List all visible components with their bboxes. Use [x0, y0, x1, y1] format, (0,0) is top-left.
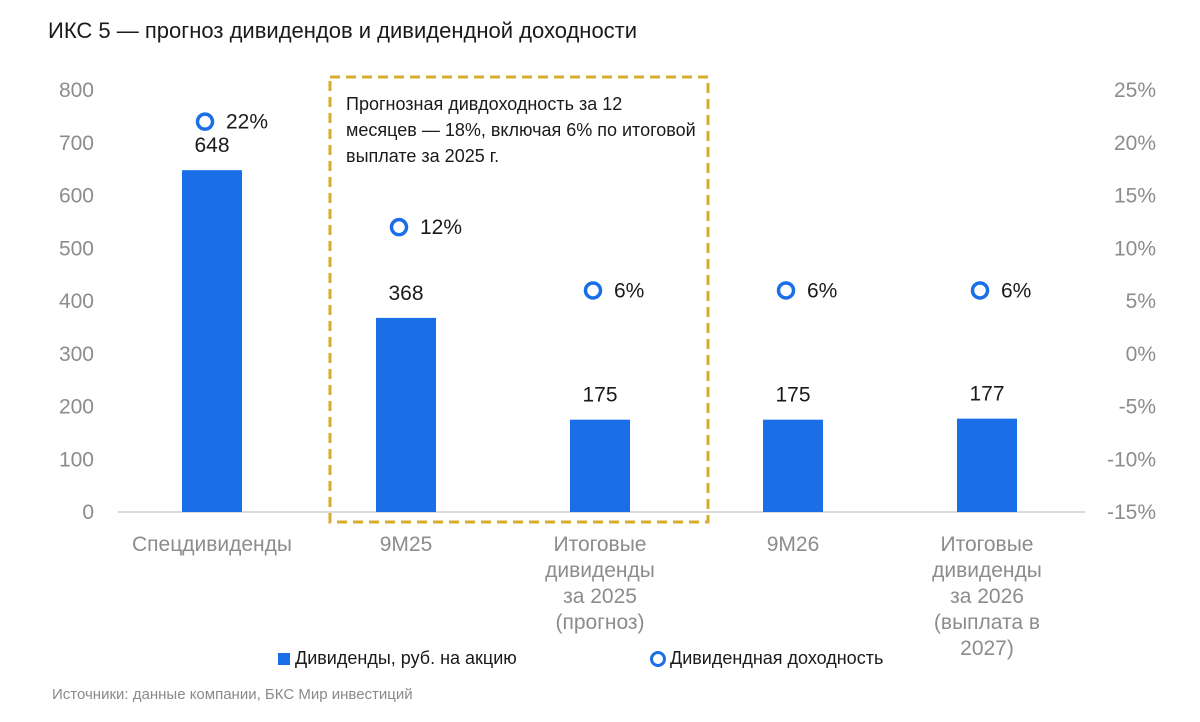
bar-dividend — [376, 317, 436, 512]
legend-label-yield: Дивидендная доходность — [670, 648, 884, 668]
category-label: Спецдивиденды — [132, 533, 292, 556]
yield-value-label: 22% — [226, 111, 268, 134]
forecast-highlight-box — [328, 75, 710, 524]
y-tick-right: -10% — [1107, 448, 1156, 471]
y-tick-left: 200 — [59, 396, 94, 419]
bar-value-label: 648 — [194, 134, 229, 157]
legend-ring-swatch — [650, 650, 666, 667]
source-note: Источники: данные компании, БКС Мир инве… — [52, 686, 413, 703]
y-tick-right: 25% — [1114, 79, 1156, 102]
category-label: 9M25 — [380, 533, 433, 556]
y-tick-left: 0 — [82, 501, 94, 524]
y-tick-right: 15% — [1114, 185, 1156, 208]
y-tick-left: 400 — [59, 290, 94, 313]
y-tick-left: 600 — [59, 185, 94, 208]
y-tick-left: 500 — [59, 237, 94, 260]
legend-item-yield: Дивидендная доходность — [650, 648, 883, 669]
y-tick-left: 300 — [59, 343, 94, 366]
category-label: Итоговые дивиденды за 2026 (выплата в 2027) — [932, 533, 1042, 660]
bar-value-label: 175 — [775, 384, 810, 407]
y-tick-left: 100 — [59, 448, 94, 471]
y-tick-right: 20% — [1114, 132, 1156, 155]
legend-label-dividends: Дивиденды, руб. на акцию — [295, 648, 517, 668]
y-tick-right: 0% — [1126, 343, 1156, 366]
yield-value-label: 6% — [807, 279, 837, 302]
bar-value-label: 175 — [582, 384, 617, 407]
category-label: Итоговые дивиденды за 2025 (прогноз) — [545, 533, 655, 634]
category-label: 9M26 — [767, 533, 820, 556]
bar-dividend — [570, 419, 630, 512]
y-tick-right: -5% — [1119, 396, 1156, 419]
yield-marker — [389, 217, 409, 237]
yield-marker — [195, 112, 215, 131]
chart-title: ИКС 5 — прогноз дивидендов и дивидендной… — [48, 18, 638, 43]
bar-value-label: 368 — [388, 282, 423, 305]
y-tick-left: 700 — [59, 132, 94, 155]
y-tick-right: 10% — [1114, 237, 1156, 260]
legend-bar-swatch — [278, 652, 290, 665]
yield-marker — [970, 281, 990, 300]
yield-marker — [583, 281, 603, 300]
annotation-text: Прогнозная дивдоходность за 12 месяцев —… — [346, 94, 696, 166]
y-tick-right: -15% — [1107, 501, 1156, 524]
y-tick-left: 800 — [59, 79, 94, 102]
bar-dividend — [763, 419, 823, 512]
y-tick-right: 5% — [1126, 290, 1156, 313]
yield-value-label: 12% — [420, 216, 462, 239]
bar-dividend — [182, 170, 242, 512]
legend-item-dividends: Дивиденды, руб. на акцию — [278, 648, 517, 669]
bar-value-label: 177 — [969, 383, 1004, 406]
yield-value-label: 6% — [614, 279, 644, 302]
yield-marker — [776, 281, 796, 300]
yield-value-label: 6% — [1001, 279, 1031, 302]
bar-dividend — [957, 418, 1017, 512]
